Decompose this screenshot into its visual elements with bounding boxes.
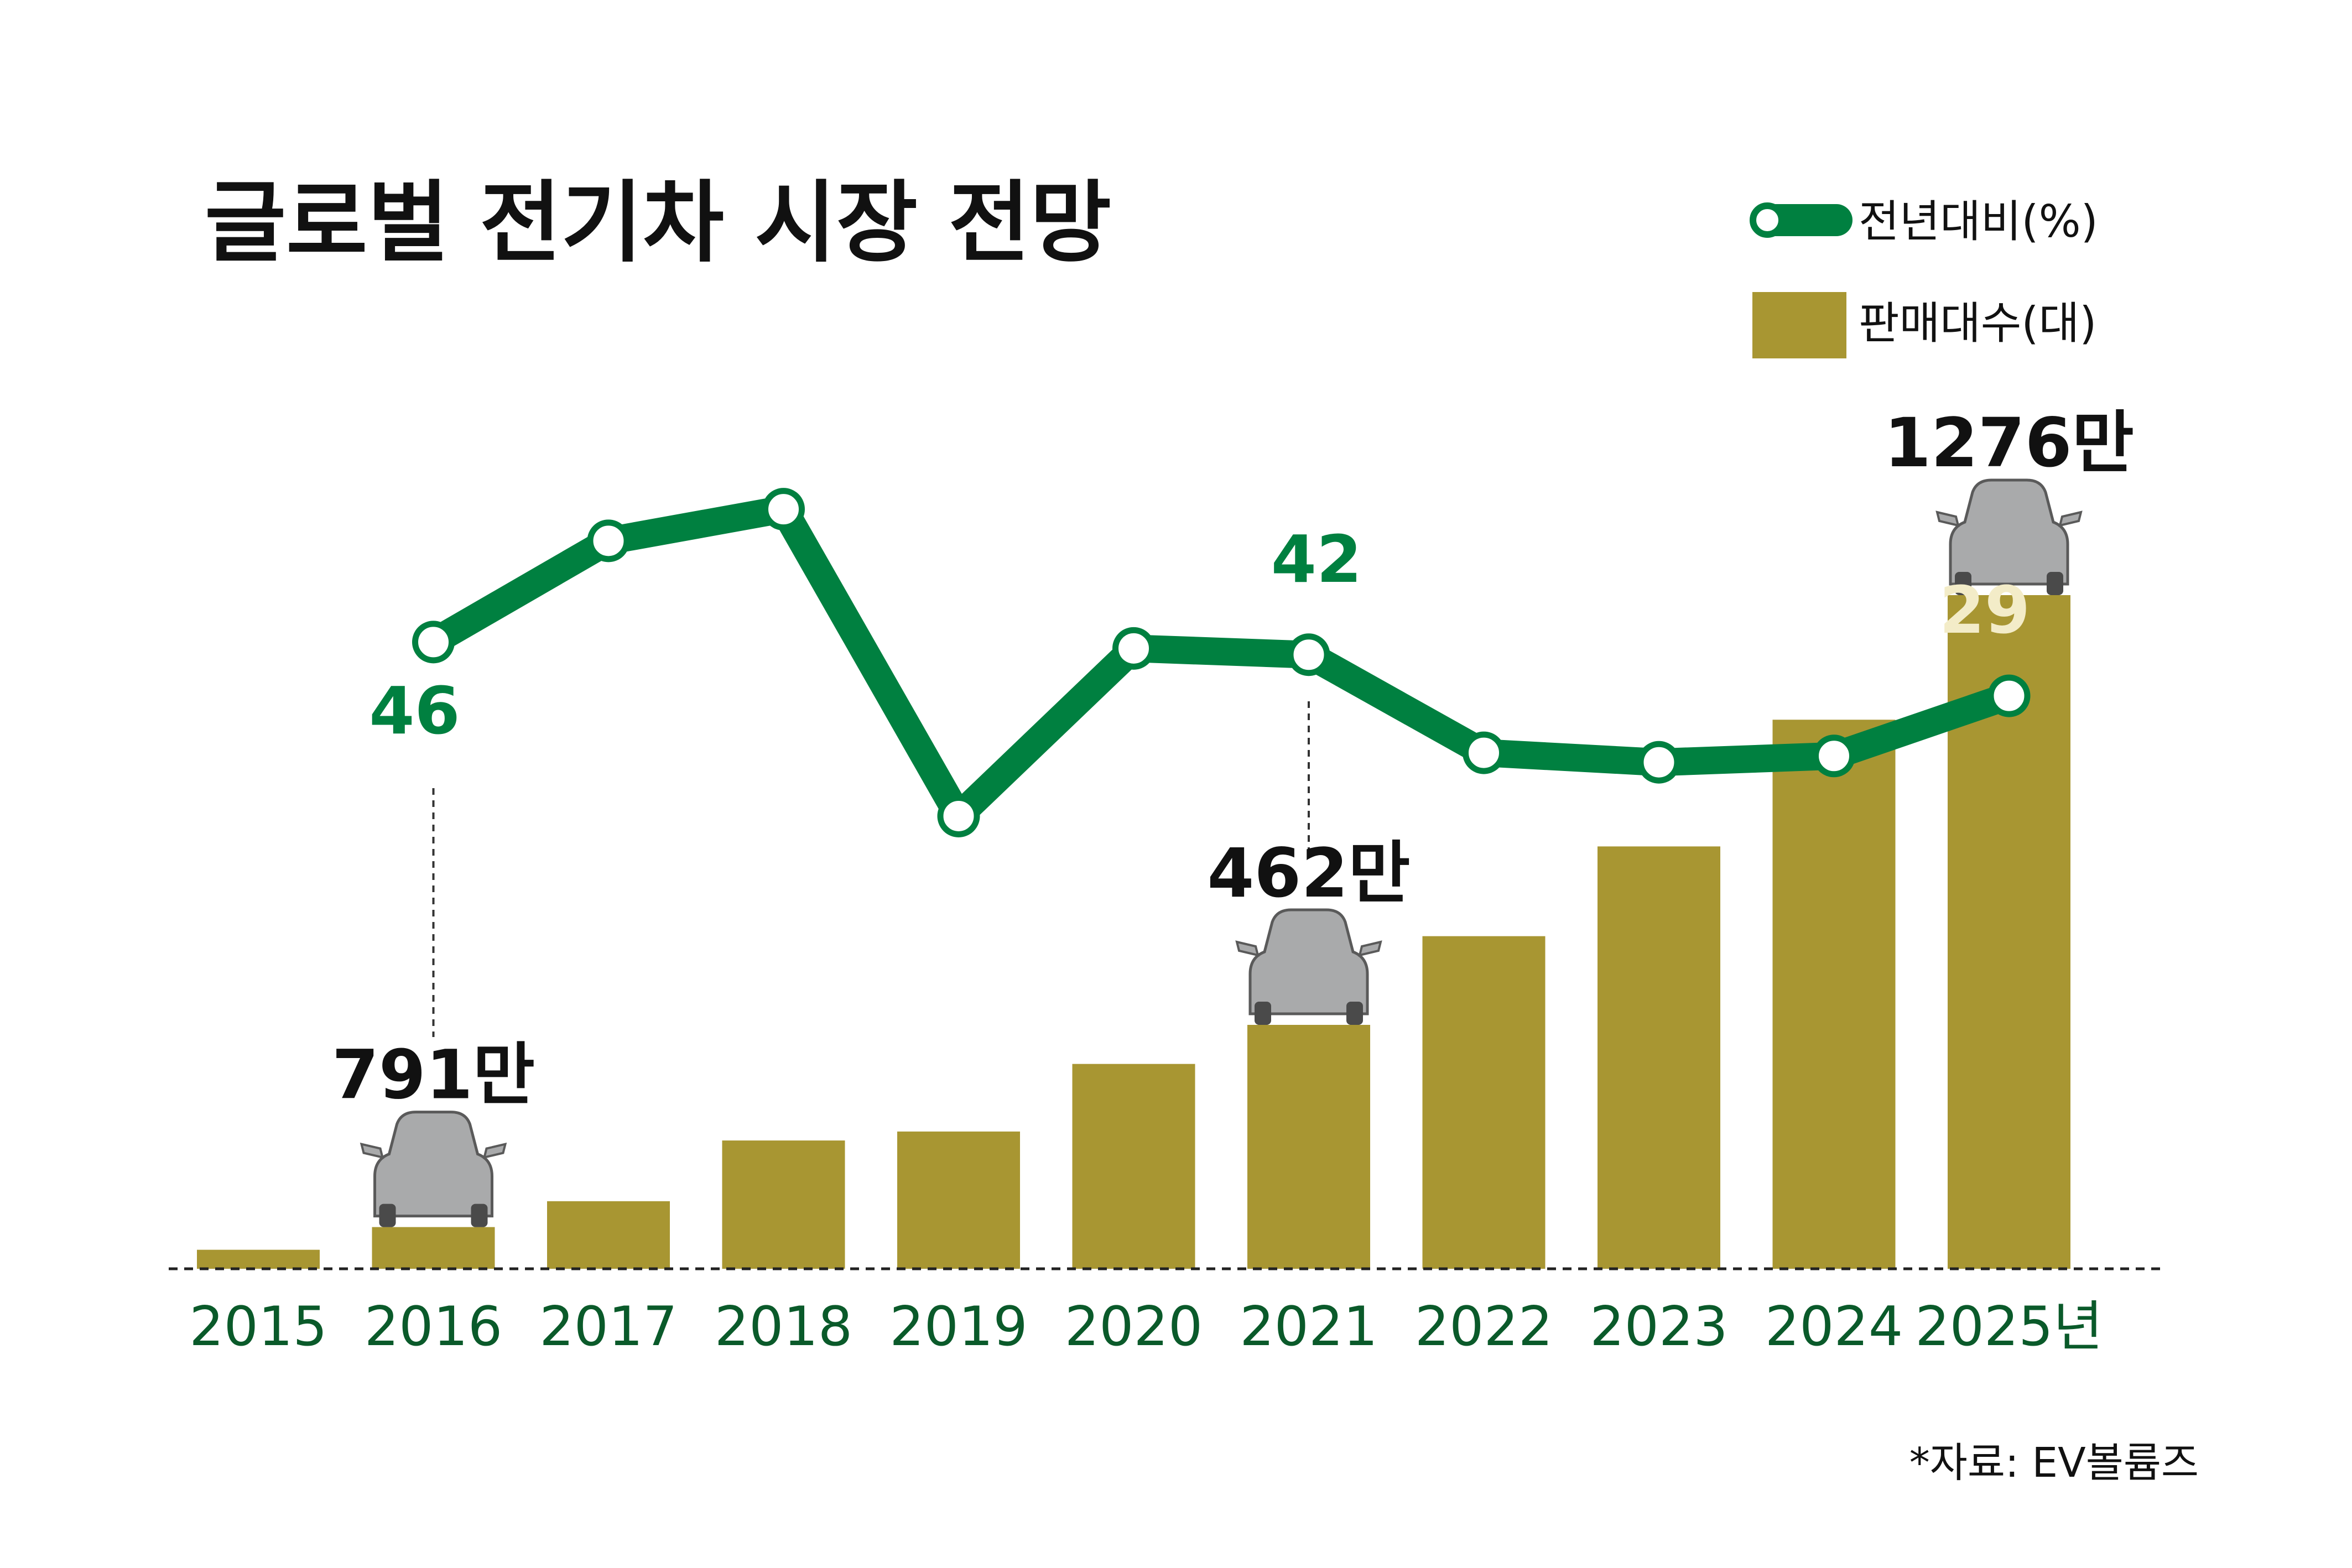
x-tick-label: 2017: [539, 1295, 677, 1358]
x-tick-label: 2019: [889, 1295, 1027, 1358]
x-tick-label: 2021: [1240, 1295, 1377, 1358]
yoy-point: [762, 488, 805, 531]
yoy-point: [1813, 734, 1855, 778]
x-tick-label: 2023: [1590, 1295, 1727, 1358]
source-note: *자료: EV볼륨즈: [1909, 1439, 2199, 1487]
x-tick-label: 2018: [715, 1295, 852, 1358]
bar-2024: [1772, 720, 1896, 1269]
x-tick-label: 2020: [1065, 1295, 1203, 1358]
car-icon: [360, 1111, 507, 1227]
yoy-series-line: [419, 495, 2023, 830]
bar-value-label: 1276만: [1884, 404, 2134, 482]
bar-2022: [1422, 936, 1546, 1269]
guide-lines: [432, 701, 1310, 1037]
yoy-value-label: 42: [1271, 521, 1362, 597]
x-tick-label: 2025년: [1915, 1295, 2103, 1358]
legend: 전년대비(%) 판매대수(대): [1750, 196, 2098, 358]
bar-2018: [722, 1140, 845, 1269]
bar-value-label: 462만: [1208, 834, 1411, 913]
data-labels: 791만 462만 1276만 46 42 29: [332, 404, 2134, 1114]
x-tick-label: 2022: [1415, 1295, 1553, 1358]
x-tick-label: 2015: [189, 1295, 327, 1358]
legend-line-label: 전년대비(%): [1859, 196, 2098, 247]
yoy-point: [1637, 741, 1680, 784]
chart-title: 글로벌 전기차 시장 전망: [205, 171, 1111, 274]
legend-bar-swatch: [1752, 292, 1846, 358]
x-tick-label: 2024: [1765, 1295, 1903, 1358]
yoy-point: [587, 519, 630, 562]
yoy-point: [1112, 627, 1155, 670]
yoy-value-label: 46: [369, 673, 460, 749]
bar-2015: [197, 1249, 320, 1269]
x-tick-label: 2016: [365, 1295, 502, 1358]
bar-2020: [1072, 1064, 1195, 1269]
bar-2021: [1247, 1025, 1370, 1269]
yoy-value-label: 29: [1939, 572, 2030, 648]
x-axis-ticks: 2015 2016 2017 2018 2019 2020 2021 2022 2023 2024…: [189, 1295, 2103, 1358]
bar-2016: [372, 1227, 495, 1269]
yoy-point: [937, 794, 980, 837]
yoy-point: [412, 621, 455, 664]
yoy-point: [1463, 731, 1505, 774]
bar-2017: [547, 1201, 670, 1269]
legend-line-swatch: [1750, 202, 1853, 238]
yoy-line: [412, 488, 2031, 837]
bar-2023: [1598, 846, 1720, 1269]
bar-value-label: 791만: [332, 1036, 535, 1114]
yoy-point: [1987, 674, 2031, 717]
legend-bar-label: 판매대수(대): [1859, 298, 2096, 349]
car-icon: [1935, 478, 2083, 595]
bars: [197, 595, 2070, 1269]
yoy-point: [1287, 633, 1330, 676]
car-icons: [360, 478, 2083, 1227]
bar-2019: [897, 1131, 1020, 1269]
car-icon: [1235, 908, 1382, 1025]
